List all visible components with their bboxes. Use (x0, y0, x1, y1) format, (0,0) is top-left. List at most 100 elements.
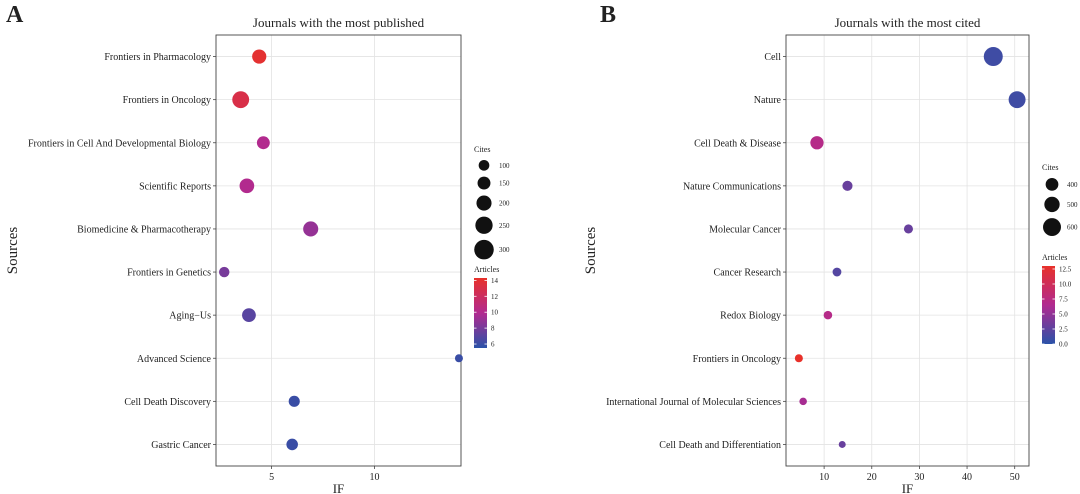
data-point (823, 310, 833, 320)
size-legend-key (1045, 177, 1059, 191)
size-legend-label: 200 (499, 200, 510, 208)
y-axis-label: Sources (5, 227, 21, 275)
color-legend-label: 6 (491, 341, 495, 349)
gridlines (786, 35, 1029, 466)
x-tick-label: 50 (1010, 472, 1020, 483)
y-tick-label: Redox Biology (720, 311, 781, 322)
color-legend: Articles 6 8 10 12 14 (474, 265, 499, 349)
color-legend-label: 14 (491, 277, 499, 285)
x-tick-label: 20 (867, 472, 877, 483)
color-bar (474, 278, 487, 348)
data-point (842, 180, 853, 191)
chart-title: Journals with the most published (253, 15, 425, 30)
size-legend-key (477, 176, 491, 190)
y-tick-label: Nature (754, 95, 782, 106)
y-tick-label: Aging−Us (169, 311, 211, 322)
size-legend: Cites 400 500 600 (1042, 163, 1078, 237)
color-legend-label: 12 (491, 293, 499, 301)
size-legend-key (1044, 196, 1060, 213)
color-legend-title: Articles (1042, 253, 1067, 262)
y-tick-label: Cell Death & Disease (694, 138, 781, 149)
size-legend-label: 300 (499, 246, 510, 254)
y-tick-label: Gastric Cancer (151, 440, 211, 451)
data-point (838, 440, 846, 448)
plot-border (215, 34, 462, 467)
color-legend-label: 5.0 (1059, 311, 1068, 319)
color-legend-label: 0.0 (1059, 341, 1068, 349)
size-legend-key (474, 239, 494, 260)
plot-area (216, 35, 461, 466)
y-tick-label: Advanced Science (137, 354, 212, 365)
y-tick-label: Molecular Cancer (709, 224, 782, 235)
size-legend-label: 600 (1067, 224, 1078, 232)
y-tick-label: Biomedicine & Pharmacotherapy (77, 224, 211, 235)
size-legend-title: Cites (474, 145, 490, 154)
data-point (799, 397, 807, 406)
y-tick-label: Cell Death Discovery (124, 397, 211, 408)
color-legend-label: 10.0 (1059, 281, 1072, 289)
y-axis-label: Sources (583, 227, 599, 275)
color-bar (1042, 266, 1055, 344)
color-legend: Articles 0.0 2.5 5.0 7.5 10.0 12.5 (1042, 253, 1072, 349)
y-tick-label: Frontiers in Cell And Developmental Biol… (28, 138, 211, 149)
data-point (286, 438, 298, 451)
size-legend-label: 250 (499, 222, 510, 230)
data-point (288, 395, 300, 407)
panel-b: B Journals with the most cited Cell Nature C… (583, 2, 1078, 494)
color-legend-label: 8 (491, 325, 495, 333)
y-tick-label: Frontiers in Pharmacology (104, 52, 211, 63)
y-tick-label: Cell Death and Differentiation (659, 440, 781, 451)
data-point (810, 136, 824, 150)
x-tick-label: 10 (819, 472, 829, 483)
data-point (219, 266, 230, 278)
panel-a: A Journals with the most published Frontie… (5, 2, 510, 494)
data-points (794, 47, 1026, 448)
y-tick-label: Frontiers in Oncology (693, 354, 781, 365)
y-tick-label: Frontiers in Oncology (123, 95, 211, 106)
data-point (252, 49, 267, 64)
y-tick-label: Frontiers in Genetics (127, 268, 211, 279)
data-point (256, 136, 270, 150)
panel-label: A (6, 2, 24, 28)
size-legend-title: Cites (1042, 163, 1058, 172)
size-legend-key (476, 195, 492, 211)
chart-title: Journals with the most cited (835, 15, 981, 30)
size-legend-label: 500 (1067, 201, 1078, 209)
x-axis-label: IF (333, 481, 345, 494)
data-point (232, 91, 250, 109)
data-point (242, 308, 256, 323)
size-legend: Cites 100 150 200 250 300 (474, 145, 510, 260)
x-tick-label: 10 (370, 472, 380, 483)
size-legend-label: 150 (499, 180, 510, 188)
size-legend-label: 100 (499, 162, 510, 170)
data-point (1008, 91, 1026, 109)
data-point (454, 354, 463, 363)
data-point (903, 224, 913, 234)
data-point (794, 354, 803, 363)
y-tick-label: Cell (764, 52, 781, 63)
plot-area (786, 35, 1029, 466)
color-legend-label: 10 (491, 309, 499, 317)
x-tick-label: 5 (269, 472, 274, 483)
data-point (983, 47, 1003, 67)
x-tick-label: 40 (962, 472, 972, 483)
data-point (832, 267, 842, 277)
size-legend-key (478, 159, 490, 171)
y-tick-label: Scientific Reports (139, 181, 211, 192)
x-axis-label: IF (902, 481, 914, 494)
size-legend-key (1043, 218, 1061, 237)
x-tick-label: 30 (914, 472, 924, 483)
y-tick-label: International Journal of Molecular Scien… (606, 397, 781, 408)
y-tick-label: Nature Communications (683, 181, 781, 192)
data-points (219, 49, 463, 451)
size-legend-label: 400 (1067, 181, 1078, 189)
color-legend-label: 2.5 (1059, 326, 1068, 334)
panel-label: B (600, 2, 616, 28)
data-point (239, 178, 255, 194)
data-point (303, 221, 319, 237)
color-legend-label: 7.5 (1059, 296, 1068, 304)
y-tick-label: Cancer Research (714, 268, 781, 279)
size-legend-key (475, 216, 493, 234)
plot-border (785, 34, 1030, 467)
